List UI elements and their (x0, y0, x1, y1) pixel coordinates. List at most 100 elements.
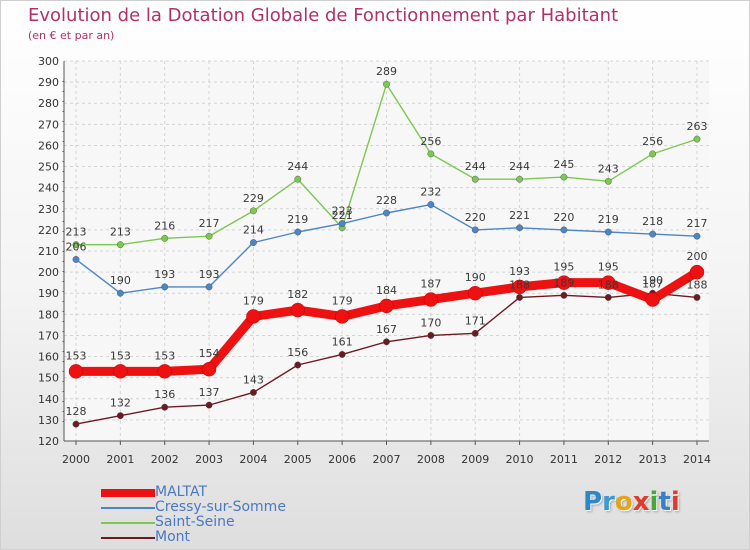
data-point-cressy-sur-somme (116, 289, 124, 297)
grid (64, 60, 709, 442)
data-label-cressy-sur-somme: 193 (199, 268, 220, 281)
data-label-maltat: 182 (287, 288, 308, 301)
data-label-mont: 170 (420, 316, 441, 329)
data-label-maltat: 153 (110, 349, 131, 362)
y-tick-label: 270 (38, 118, 59, 131)
data-label-maltat: 195 (553, 261, 574, 274)
data-point-cressy-sur-somme (693, 232, 701, 240)
legend-swatch-maltat (101, 489, 155, 497)
y-tick-label: 300 (38, 55, 59, 68)
data-point-saint-seine (693, 135, 701, 143)
data-label-cressy-sur-somme: 219 (598, 213, 619, 226)
data-label-saint-seine: 289 (376, 65, 397, 78)
legend-label-saint-seine: Saint-Seine (155, 514, 235, 530)
y-tick-label: 240 (38, 182, 59, 195)
data-label-saint-seine: 244 (465, 160, 486, 173)
data-point-maltat (601, 275, 616, 290)
data-point-cressy-sur-somme (250, 239, 257, 246)
x-tick-label: 2006 (328, 453, 356, 466)
data-label-saint-seine: 216 (154, 219, 175, 232)
data-point-cressy-sur-somme (471, 226, 479, 234)
data-point-maltat (157, 364, 172, 379)
data-label-cressy-sur-somme: 206 (66, 240, 87, 253)
data-label-mont: 188 (598, 278, 619, 291)
data-point-saint-seine (205, 232, 213, 240)
y-tick-label: 190 (38, 287, 59, 300)
data-point-saint-seine (604, 177, 612, 185)
data-label-saint-seine: 244 (287, 160, 308, 173)
data-label-maltat: 179 (243, 294, 264, 307)
data-label-maltat: 153 (154, 349, 175, 362)
data-label-mont: 143 (243, 373, 264, 386)
plot-area (64, 61, 709, 441)
data-label-saint-seine: 213 (110, 226, 131, 239)
data-label-saint-seine: 245 (553, 158, 574, 171)
logo-letter: P (583, 487, 603, 517)
data-point-saint-seine (383, 80, 390, 88)
y-tick-label: 260 (38, 139, 59, 152)
y-tick-label: 200 (38, 266, 59, 279)
data-point-maltat (290, 302, 306, 318)
x-tick-label: 2001 (106, 453, 134, 466)
data-label-cressy-sur-somme: 232 (420, 186, 441, 199)
y-tick-label: 220 (38, 224, 59, 237)
data-point-mont (294, 361, 302, 369)
y-tick-label: 250 (38, 161, 59, 174)
data-point-cressy-sur-somme (383, 209, 390, 217)
data-label-maltat: 193 (509, 265, 530, 278)
data-label-cressy-sur-somme: 193 (154, 268, 175, 281)
data-point-saint-seine (116, 241, 124, 249)
legend-label-cressy-sur-somme: Cressy-sur-Somme (155, 499, 286, 515)
y-tick-label: 180 (38, 308, 59, 321)
data-point-cressy-sur-somme (294, 228, 302, 236)
data-label-saint-seine: 243 (598, 162, 619, 175)
data-point-mont (72, 420, 80, 428)
axes: 120 130 140 150 160 170 180 190 200 210 220 230 240 2… (38, 55, 711, 466)
data-label-maltat: 190 (465, 271, 486, 284)
logo-letter: r (602, 487, 615, 517)
y-tick-label: 150 (38, 372, 59, 385)
data-point-maltat (246, 309, 261, 324)
data-label-maltat: 187 (642, 278, 663, 291)
y-tick-label: 170 (38, 329, 59, 342)
data-point-saint-seine (516, 175, 523, 183)
data-label-mont: 137 (199, 386, 220, 399)
data-point-mont (427, 332, 435, 339)
logo-letter: x (632, 487, 650, 517)
data-point-cressy-sur-somme (427, 201, 435, 208)
legend-swatch-mont (101, 537, 155, 539)
legend-swatch-cressy-sur-somme (101, 507, 155, 509)
data-point-cressy-sur-somme (560, 226, 568, 234)
data-point-mont (205, 401, 213, 409)
data-label-mont: 161 (332, 335, 353, 348)
data-point-cressy-sur-somme (72, 256, 80, 263)
data-point-maltat (113, 364, 128, 379)
data-label-saint-seine: 221 (332, 209, 353, 222)
data-point-mont (338, 351, 346, 358)
x-tick-label: 2005 (284, 453, 312, 466)
series-group (68, 80, 705, 428)
x-tick-label: 2004 (239, 453, 267, 466)
chart-subtitle: (en € et par an) (28, 29, 115, 42)
data-label-cressy-sur-somme: 221 (509, 209, 530, 222)
data-point-maltat (645, 292, 660, 307)
data-point-maltat (379, 298, 394, 314)
y-tick-label: 130 (38, 414, 59, 427)
data-point-saint-seine (427, 150, 435, 158)
logo-letter: o (614, 487, 633, 517)
x-tick-label: 2002 (151, 453, 179, 466)
data-label-cressy-sur-somme: 218 (642, 215, 663, 228)
x-tick-label: 2009 (461, 453, 489, 466)
data-point-mont (471, 329, 479, 337)
data-label-mont: 136 (154, 388, 175, 401)
data-label-mont: 167 (376, 323, 397, 336)
x-tick-label: 2003 (195, 453, 223, 466)
data-point-saint-seine (471, 175, 479, 183)
data-point-saint-seine (649, 150, 657, 158)
data-label-saint-seine: 229 (243, 192, 264, 205)
y-tick-label: 290 (38, 76, 59, 89)
data-label-mont: 188 (687, 278, 708, 291)
data-label-saint-seine: 263 (687, 120, 708, 133)
